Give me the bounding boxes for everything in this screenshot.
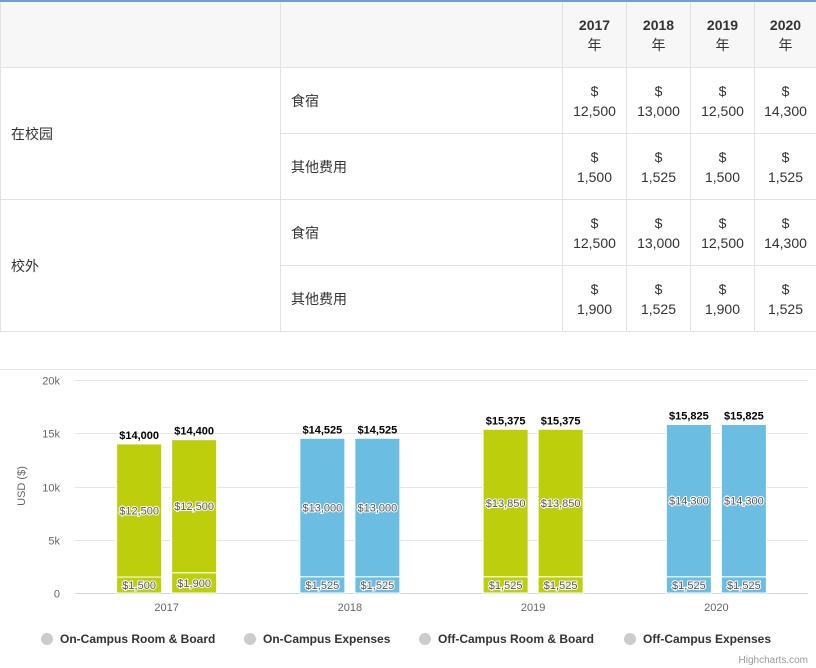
table-header-row: 2017 年 2018 年 2019 年 2020 年 (0, 2, 816, 68)
bar-segment-room-board (482, 428, 529, 578)
table-row: 其他费用 $1,900 $1,525 $1,900 $1,525 (1, 265, 816, 332)
stack-total-label: $14,000 (119, 430, 159, 442)
category-label: 其他费用 (280, 133, 563, 200)
year-header: 2018 年 (626, 2, 691, 68)
chart-credit[interactable]: Highcharts.com (738, 655, 808, 666)
stack-total-label: $15,375 (541, 415, 581, 427)
amount-cell: $1,900 (562, 265, 627, 332)
data-label: $1,900 (177, 578, 211, 590)
amount-cell: $1,500 (690, 133, 755, 200)
bar-segment-room-board (116, 443, 163, 578)
table-row: 在校园 食宿 $12,500 $13,000 $12,500 $14,300 (0, 67, 816, 200)
legend-symbol (41, 633, 53, 645)
bar-segment-room-board (171, 439, 218, 574)
legend-label: Off-Campus Room & Board (438, 632, 594, 646)
amount-cell: $1,500 (562, 133, 627, 200)
data-label: $13,000 (357, 503, 397, 515)
data-label: $1,525 (489, 580, 523, 592)
category-label: 食宿 (280, 199, 563, 266)
amount-cell: $1,525 (754, 133, 816, 200)
category-label: 食宿 (280, 67, 563, 134)
x-tick-label: 2020 (704, 602, 728, 614)
amount-cell: $1,525 (754, 265, 816, 332)
legend-item[interactable]: On-Campus Expenses (244, 632, 391, 646)
table-row: 其他费用 $1,500 $1,525 $1,500 $1,525 (1, 133, 816, 200)
amount-cell: $12,500 (690, 199, 755, 266)
amount-cell: $12,500 (562, 67, 627, 134)
data-label: $13,850 (486, 498, 526, 510)
data-label: $1,525 (306, 580, 340, 592)
category-label: 其他费用 (280, 265, 563, 332)
y-tick-label: 20k (42, 376, 60, 388)
x-axis-ticks: 2017 2018 2019 2020 (154, 602, 728, 614)
stack-total-label: $14,525 (357, 424, 397, 436)
stack-total-label: $14,525 (302, 424, 342, 436)
bar-segment-room-board (720, 423, 767, 578)
amount-cell: $14,300 (754, 67, 816, 134)
top-accent-line (0, 0, 816, 2)
year-header: 2017 年 (562, 2, 627, 68)
stack-total-label: $14,400 (174, 426, 214, 438)
data-label: $14,300 (669, 496, 709, 508)
legend-label: On-Campus Room & Board (60, 632, 215, 646)
y-axis-title: USD ($) (16, 466, 28, 506)
y-tick-label: 15k (42, 429, 60, 441)
amount-cell: $14,300 (754, 199, 816, 266)
table-row: 校外 食宿 $12,500 $13,000 $12,500 $14,300 (0, 199, 816, 332)
header-blank (0, 2, 281, 68)
legend-item[interactable]: Off-Campus Expenses (624, 632, 771, 646)
data-label: $1,525 (544, 580, 578, 592)
amount-cell: $13,000 (626, 199, 691, 266)
data-label: $12,500 (119, 505, 159, 517)
stacked-bar-chart: 0 5k 10k 15k 20k USD ($) $1,500 $12,500 $14,00… (0, 369, 816, 646)
stack-total-label: $15,375 (486, 415, 526, 427)
amount-cell: $1,525 (626, 133, 691, 200)
bar-segment-room-board (354, 437, 401, 578)
legend-label: Off-Campus Expenses (643, 632, 771, 646)
legend-item[interactable]: Off-Campus Room & Board (419, 632, 594, 646)
y-tick-label: 0 (54, 589, 60, 601)
x-tick-label: 2017 (154, 602, 178, 614)
stack-total-label: $15,825 (669, 410, 709, 422)
header-blank (280, 2, 563, 68)
legend-symbol (244, 633, 256, 645)
amount-cell: $1,900 (690, 265, 755, 332)
legend-label: On-Campus Expenses (263, 632, 391, 646)
legend-item[interactable]: On-Campus Room & Board (41, 632, 215, 646)
data-label: $1,525 (672, 580, 706, 592)
location-label: 在校园 (0, 67, 281, 200)
stack-total-label: $15,825 (724, 410, 764, 422)
amount-cell: $1,525 (626, 265, 691, 332)
y-tick-label: 10k (42, 483, 60, 495)
amount-cell: $12,500 (562, 199, 627, 266)
y-tick-label: 5k (48, 536, 60, 548)
legend[interactable]: On-Campus Room & Board On-Campus Expenses… (41, 632, 771, 646)
bar-segment-room-board (665, 423, 712, 578)
legend-symbol (624, 633, 636, 645)
data-label: $13,850 (541, 498, 581, 510)
data-label: $1,525 (727, 580, 761, 592)
data-label: $1,525 (361, 580, 395, 592)
bar-segment-room-board (299, 437, 346, 578)
year-header: 2020 年 (754, 2, 816, 68)
amount-cell: $12,500 (690, 67, 755, 134)
amount-cell: $13,000 (626, 67, 691, 134)
data-label: $12,500 (174, 501, 214, 513)
x-tick-label: 2019 (521, 602, 545, 614)
x-tick-label: 2018 (338, 602, 362, 614)
y-axis-ticks: 0 5k 10k 15k 20k (42, 376, 60, 601)
year-header: 2019 年 (690, 2, 755, 68)
data-label: $1,500 (122, 580, 156, 592)
bar-segment-room-board (537, 428, 584, 578)
bar-series: $1,500 $12,500 $14,000 $1,900 $12,500 $14,400… (116, 410, 767, 594)
location-label: 校外 (0, 199, 281, 332)
data-label: $13,000 (302, 503, 342, 515)
cost-table: 2017 年 2018 年 2019 年 2020 年 在校园 食宿 $12,500 $… (0, 2, 816, 332)
legend-symbol (419, 633, 431, 645)
data-label: $14,300 (724, 496, 764, 508)
